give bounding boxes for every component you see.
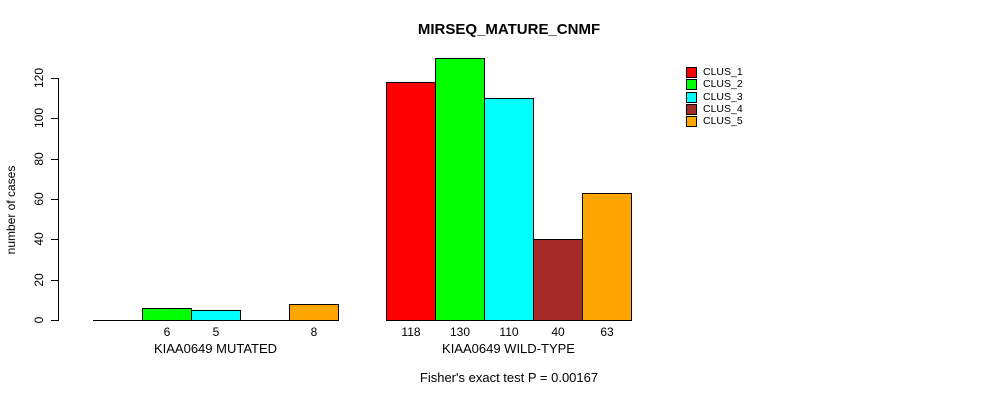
bar-value-label: 63 [600, 325, 614, 339]
bar-value-label: 40 [551, 325, 565, 339]
chart-title: MIRSEQ_MATURE_CNMF [417, 21, 601, 38]
y-tick-label: 40 [32, 232, 46, 246]
y-tick-label: 100 [32, 107, 46, 129]
y-tick-label: 120 [32, 67, 46, 89]
y-tick-mark [51, 280, 59, 281]
bar-clus_2-mutated [142, 308, 192, 321]
bar-value-label: 8 [310, 325, 318, 339]
footer-annotation: Fisher's exact test P = 0.00167 [419, 370, 599, 385]
y-tick-mark [51, 78, 59, 79]
bar-value-label: 118 [401, 325, 421, 339]
legend-label-clus_2: CLUS_2 [703, 78, 743, 90]
legend-label-clus_1: CLUS_1 [703, 66, 743, 78]
y-axis-label: number of cases [4, 165, 18, 255]
legend-label-clus_5: CLUS_5 [703, 115, 743, 127]
y-tick-mark [51, 159, 59, 160]
category-label: KIAA0649 WILD-TYPE [442, 341, 575, 356]
legend-swatch-clus_5 [686, 116, 697, 127]
y-tick-label: 20 [32, 273, 46, 287]
legend-label-clus_3: CLUS_3 [703, 91, 743, 103]
bar-value-label: 6 [163, 325, 171, 339]
bar-clus_2-wild-type [435, 58, 485, 321]
bar-value-label: 130 [449, 325, 471, 339]
y-tick-mark [51, 239, 59, 240]
bar-clus_3-mutated [191, 310, 241, 321]
y-tick-label: 60 [32, 192, 46, 206]
category-label: KIAA0649 MUTATED [153, 341, 278, 356]
y-tick-mark [51, 320, 59, 321]
bar-clus_1-wild-type [386, 82, 436, 321]
bar-clus_5-wild-type [582, 193, 632, 321]
legend-swatch-clus_1 [686, 67, 697, 78]
y-tick-label: 0 [32, 316, 46, 324]
bar-clus_3-wild-type [484, 98, 534, 321]
y-tick-mark [51, 118, 59, 119]
legend-swatch-clus_3 [686, 92, 697, 103]
bar-clus_5-mutated [289, 304, 339, 321]
bar-clus_4-wild-type [533, 239, 583, 321]
legend-swatch-clus_2 [686, 79, 697, 90]
bar-value-label: 5 [212, 325, 220, 339]
legend-swatch-clus_4 [686, 104, 697, 115]
y-tick-label: 80 [32, 152, 46, 166]
y-tick-mark [51, 199, 59, 200]
bar-value-label: 110 [499, 325, 519, 339]
legend-label-clus_4: CLUS_4 [703, 103, 743, 115]
